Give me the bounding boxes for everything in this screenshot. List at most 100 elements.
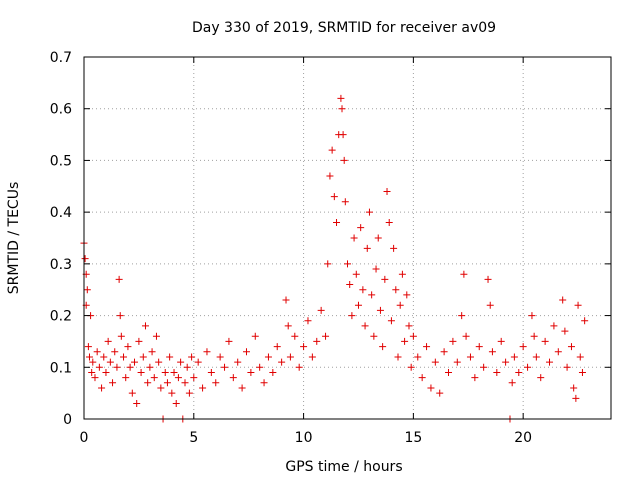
data-point xyxy=(403,291,411,299)
data-point xyxy=(376,306,384,314)
data-point xyxy=(436,389,444,397)
x-tick-label: 5 xyxy=(189,430,198,446)
data-point xyxy=(396,301,404,309)
data-point xyxy=(354,301,362,309)
y-tick-label: 0.5 xyxy=(50,153,72,169)
data-point xyxy=(115,275,123,283)
data-point xyxy=(322,332,330,340)
data-point xyxy=(486,301,494,309)
data-point xyxy=(392,286,400,294)
y-tick-label: 0.2 xyxy=(50,309,72,325)
data-point xyxy=(163,379,171,387)
data-point xyxy=(282,296,290,304)
data-point xyxy=(221,363,229,371)
data-point xyxy=(398,270,406,278)
data-point xyxy=(359,286,367,294)
data-point xyxy=(519,343,527,351)
data-point xyxy=(251,332,259,340)
data-point xyxy=(497,337,505,345)
data-point xyxy=(357,224,365,232)
data-point xyxy=(113,363,121,371)
data-point xyxy=(260,379,268,387)
data-point xyxy=(401,337,409,345)
data-point xyxy=(313,337,321,345)
data-point xyxy=(370,332,378,340)
data-point xyxy=(333,218,341,226)
data-point xyxy=(308,353,316,361)
data-point xyxy=(578,368,586,376)
y-tick-label: 0.3 xyxy=(50,257,72,273)
data-point xyxy=(471,374,479,382)
grid-lines xyxy=(84,57,611,419)
data-point xyxy=(346,281,354,289)
data-point xyxy=(339,131,347,139)
data-point xyxy=(155,358,163,366)
data-point xyxy=(383,187,391,195)
data-point xyxy=(372,265,380,273)
data-point xyxy=(238,384,246,392)
data-point xyxy=(199,384,207,392)
data-point xyxy=(458,312,466,320)
data-point xyxy=(273,343,281,351)
data-point xyxy=(185,389,193,397)
data-point xyxy=(124,343,132,351)
data-point xyxy=(440,348,448,356)
data-point xyxy=(365,208,373,216)
data-point xyxy=(484,275,492,283)
data-point xyxy=(530,332,538,340)
data-point xyxy=(104,337,112,345)
data-point xyxy=(91,374,99,382)
data-point xyxy=(480,363,488,371)
data-point xyxy=(170,368,178,376)
data-point xyxy=(324,260,332,268)
x-axis-label: GPS time / hours xyxy=(285,459,402,475)
data-point xyxy=(363,244,371,252)
y-tick-label: 0.1 xyxy=(50,360,72,376)
data-point xyxy=(229,374,237,382)
data-point xyxy=(576,353,584,361)
data-point xyxy=(418,374,426,382)
plot-frame xyxy=(83,56,612,420)
data-point xyxy=(98,384,106,392)
data-point xyxy=(150,374,158,382)
chart-title: Day 330 of 2019, SRMTID for receiver av0… xyxy=(192,20,496,36)
y-axis-label: SRMTID / TECUs xyxy=(6,182,22,295)
data-point xyxy=(84,343,92,351)
data-point xyxy=(144,379,152,387)
data-point xyxy=(475,343,483,351)
data-point xyxy=(344,260,351,268)
data-point xyxy=(368,291,376,299)
data-point xyxy=(337,94,345,102)
data-point xyxy=(157,384,165,392)
data-point xyxy=(83,286,91,294)
data-point xyxy=(122,374,130,382)
data-point xyxy=(148,348,156,356)
data-point xyxy=(88,368,96,376)
data-point xyxy=(352,270,360,278)
data-point xyxy=(152,332,160,340)
data-point xyxy=(117,332,125,340)
data-point xyxy=(570,384,578,392)
data-point xyxy=(317,306,325,314)
data-point xyxy=(488,348,496,356)
data-point xyxy=(554,348,562,356)
y-tick-label: 0.4 xyxy=(50,205,72,221)
x-tick-label: 20 xyxy=(514,430,532,446)
data-point xyxy=(89,358,97,366)
data-point xyxy=(405,322,413,330)
data-point xyxy=(508,379,516,387)
data-point xyxy=(172,399,180,407)
data-point xyxy=(466,353,474,361)
data-point xyxy=(340,156,348,164)
data-point xyxy=(286,353,294,361)
data-point xyxy=(493,368,501,376)
data-point xyxy=(146,363,154,371)
data-point xyxy=(133,399,141,407)
data-point xyxy=(225,337,233,345)
data-point xyxy=(100,353,108,361)
data-point xyxy=(330,193,338,201)
data-point xyxy=(95,363,103,371)
data-point xyxy=(460,270,468,278)
data-point xyxy=(423,343,431,351)
